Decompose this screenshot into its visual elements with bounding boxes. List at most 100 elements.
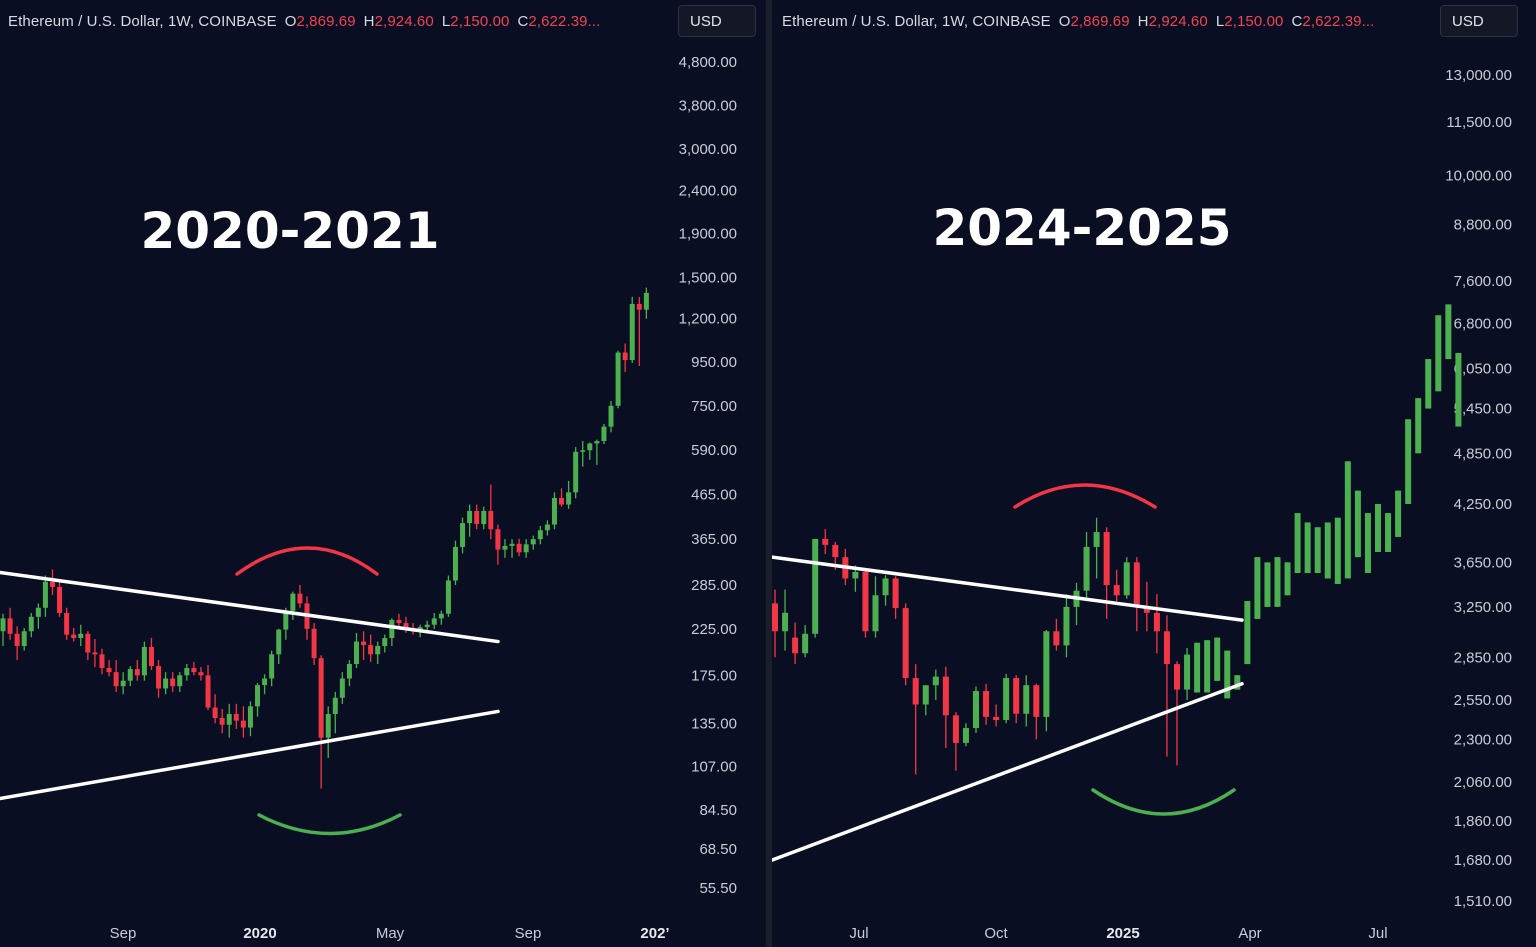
candle-body [872, 595, 879, 632]
candle-body [1415, 398, 1422, 454]
candle-body [297, 593, 303, 604]
candle-body [488, 510, 494, 530]
candle-body [163, 678, 169, 689]
candle-body [622, 352, 628, 361]
candle-body [1174, 664, 1180, 690]
candle-body [1063, 606, 1070, 646]
candle-body [580, 450, 586, 452]
y-axis-label: 950.00 [691, 354, 737, 371]
close-label: C [1291, 13, 1303, 30]
y-axis-label: 750.00 [691, 398, 737, 415]
y-axis-label: 4,250.00 [1454, 496, 1512, 513]
high-label: H [1137, 13, 1149, 30]
candle-body [523, 544, 529, 553]
candle-body [198, 672, 204, 676]
candle-body [792, 637, 799, 654]
candle-body [78, 633, 84, 639]
candle-body [233, 714, 239, 721]
y-axis-label: 365.00 [691, 531, 737, 548]
candle-body [375, 646, 381, 655]
candle-body [481, 510, 487, 525]
pane-divider[interactable] [766, 0, 772, 947]
candle-body [212, 707, 218, 718]
y-axis-label: 135.00 [691, 715, 737, 732]
candle-body [226, 714, 232, 725]
candle-body [942, 676, 949, 716]
low-label: L [1215, 13, 1225, 30]
candle-body [892, 578, 899, 609]
candle-body [1003, 678, 1010, 721]
candle-body [1224, 650, 1231, 699]
candle-body [1214, 637, 1221, 681]
chart-pane-right[interactable]: Ethereum / U.S. Dollar, 1W, COINBASE O2,8… [772, 0, 1536, 947]
candle-body [311, 628, 317, 659]
chart-pane-left[interactable]: Ethereum / U.S. Dollar, 1W, COINBASE O2,8… [0, 0, 766, 947]
candle-body [240, 720, 246, 728]
candle-body [643, 292, 649, 310]
red-arc-top [235, 546, 379, 576]
candle-body [1264, 562, 1271, 607]
close-value: 2,622.39... [528, 13, 601, 30]
y-axis-label: 10,000.00 [1445, 168, 1512, 185]
currency-button[interactable]: USD [678, 5, 756, 37]
candle-body [551, 497, 557, 525]
y-axis-label: 465.00 [691, 486, 737, 503]
candle-body [1184, 654, 1191, 690]
low-value: 2,150.00 [450, 13, 510, 30]
symbol-name: Ethereum / U.S. Dollar, 1W, COINBASE [782, 13, 1051, 30]
candle-body [530, 539, 536, 545]
period-title: 2024-2025 [932, 199, 1231, 257]
y-axis-label: 2,850.00 [1454, 649, 1512, 666]
symbol-legend: Ethereum / U.S. Dollar, 1W, COINBASE O2,8… [782, 13, 1374, 30]
trendline-lower [772, 682, 1244, 862]
candle-body [566, 492, 572, 505]
candle-body [993, 716, 1000, 721]
candle-body [354, 641, 359, 665]
y-axis-label: 68.50 [699, 841, 737, 858]
candle-body [1013, 678, 1020, 714]
green-arc-bottom [1091, 788, 1236, 816]
candle-body [502, 545, 508, 550]
candle-body [1304, 522, 1311, 574]
candle-body [832, 544, 839, 558]
red-arc-top [1013, 483, 1157, 509]
candle-body [772, 603, 778, 632]
y-axis-label: 1,900.00 [679, 226, 737, 243]
x-axis-label: May [376, 925, 405, 942]
candlestick-chart-right: 2024-2025 13,000.00 11,500.00 10,000.00 8,80… [772, 67, 1512, 942]
candle-body [1294, 513, 1301, 574]
y-axis-label: 3,250.00 [1454, 599, 1512, 616]
candle-body [1354, 490, 1361, 558]
y-axis-label: 3,650.00 [1454, 554, 1512, 571]
candle-body [1274, 557, 1281, 607]
candle-body [1204, 640, 1211, 693]
candle-body [1153, 612, 1160, 632]
x-axis-label: Jul [1368, 925, 1387, 942]
candle-body [191, 668, 197, 673]
y-axis-label: 4,850.00 [1454, 445, 1512, 462]
candle-body [403, 623, 409, 628]
candle-body [962, 728, 969, 743]
candle-body [346, 664, 352, 679]
candle-body [1023, 685, 1030, 714]
candle-body [1324, 522, 1331, 579]
candle-body [952, 715, 959, 743]
candle-body [932, 676, 939, 686]
y-axis-label: 1,860.00 [1454, 813, 1512, 830]
candle-body [290, 593, 296, 611]
x-axis-label: 202’ [640, 925, 669, 942]
candle-body [573, 451, 579, 493]
trendline-upper [0, 570, 500, 644]
candle-body [629, 303, 635, 361]
candle-body [120, 680, 126, 687]
candle-body [460, 523, 466, 547]
y-axis-label: 7,600.00 [1454, 273, 1512, 290]
y-axis-label: 1,510.00 [1454, 893, 1512, 910]
candle-body [424, 624, 430, 628]
currency-button[interactable]: USD [1440, 5, 1518, 37]
symbol-legend: Ethereum / U.S. Dollar, 1W, COINBASE O2,8… [8, 13, 600, 30]
candle-body [106, 668, 112, 673]
candle-body [438, 613, 444, 619]
candle-body [339, 678, 345, 698]
candle-body [474, 510, 480, 525]
